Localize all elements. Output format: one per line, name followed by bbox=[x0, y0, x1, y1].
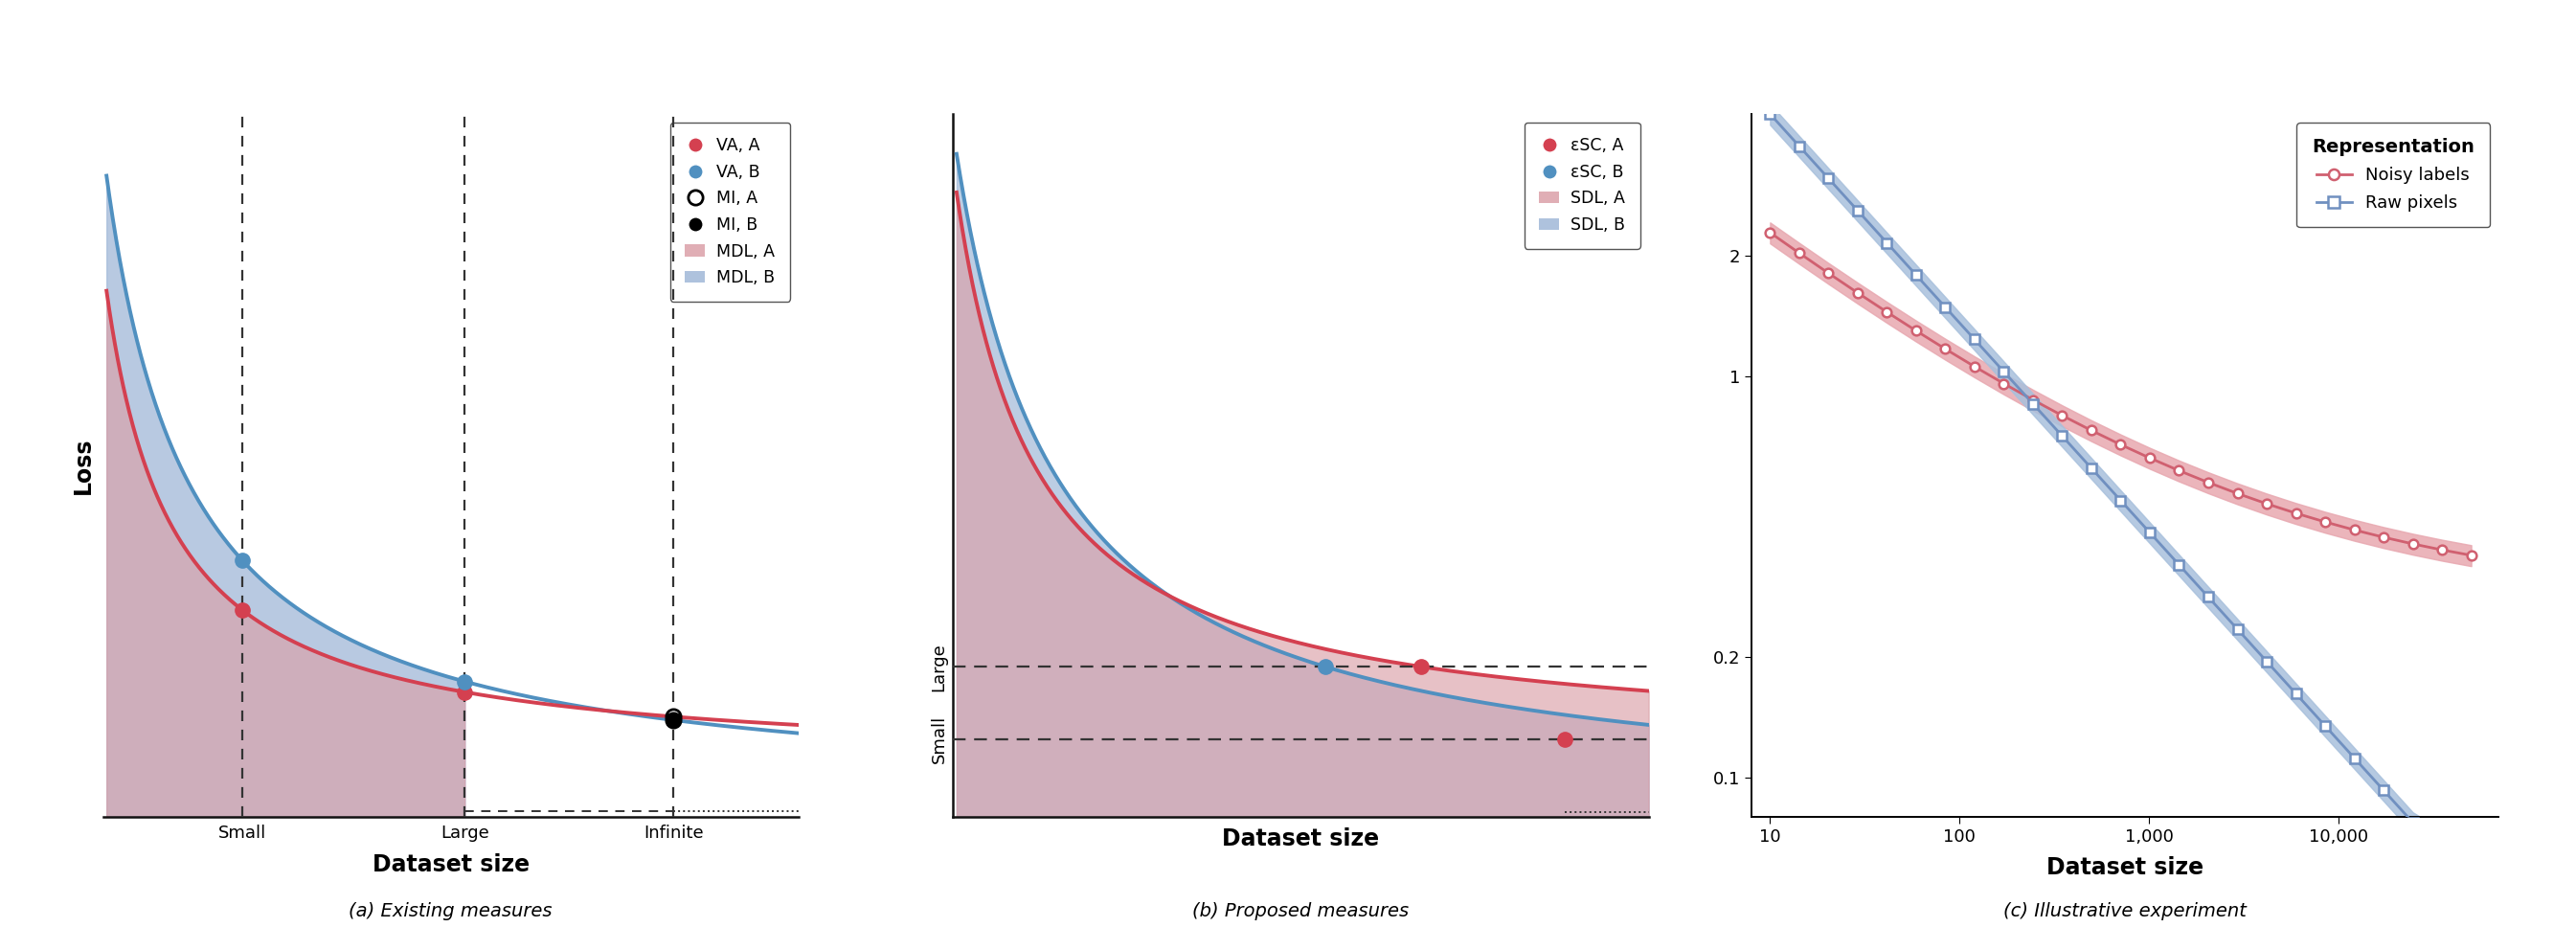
Text: (c) Illustrative experiment: (c) Illustrative experiment bbox=[2004, 902, 2246, 921]
Legend: εSC, A, εSC, B, SDL, A, SDL, B: εSC, A, εSC, B, SDL, A, SDL, B bbox=[1525, 123, 1641, 249]
Legend: Noisy labels, Raw pixels: Noisy labels, Raw pixels bbox=[2295, 123, 2491, 227]
Legend: VA, A, VA, B, MI, A, MI, B, MDL, A, MDL, B: VA, A, VA, B, MI, A, MI, B, MDL, A, MDL,… bbox=[670, 123, 791, 301]
Text: (b) Proposed measures: (b) Proposed measures bbox=[1193, 902, 1409, 921]
Y-axis label: Loss: Loss bbox=[72, 437, 95, 494]
X-axis label: Dataset size: Dataset size bbox=[371, 853, 531, 876]
Text: (a) Existing measures: (a) Existing measures bbox=[350, 902, 551, 921]
X-axis label: Dataset size: Dataset size bbox=[2045, 856, 2205, 879]
X-axis label: Dataset size: Dataset size bbox=[1221, 827, 1381, 850]
